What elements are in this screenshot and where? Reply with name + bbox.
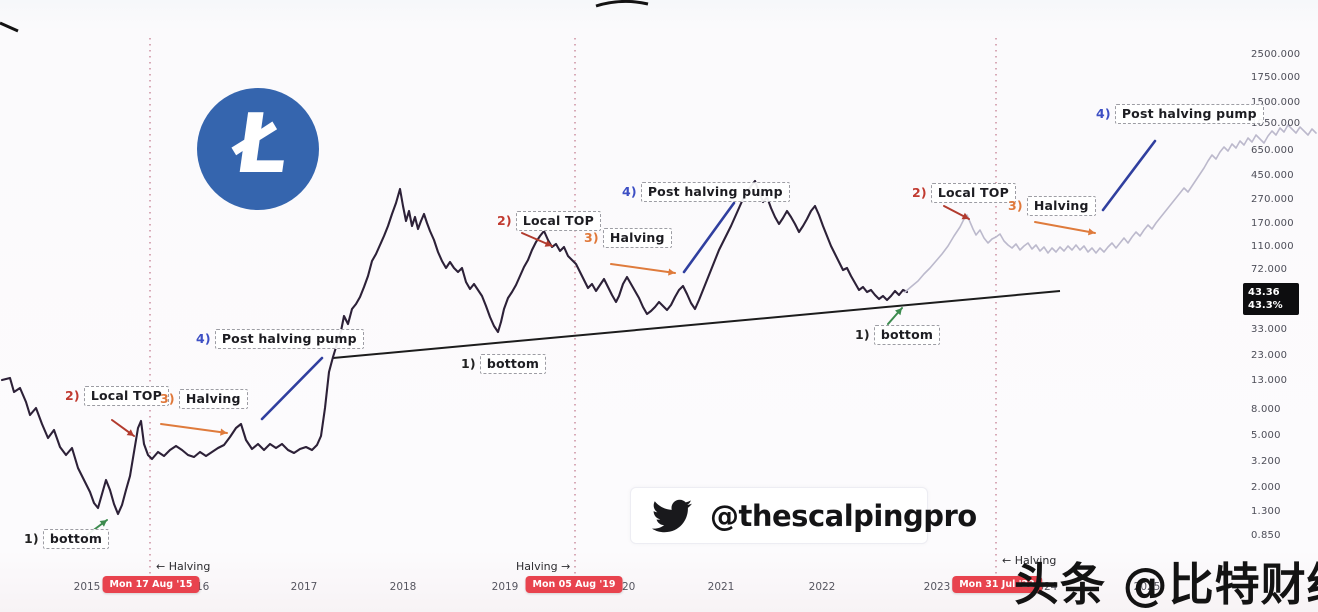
- higher-lows-trendline: [332, 290, 1061, 359]
- cycle3-halving-arrow-head: [1087, 228, 1095, 236]
- ltc-price-projection: [904, 124, 1317, 293]
- cycle3-local-top-arrow-head: [961, 212, 969, 220]
- cycle1-bottom-arrow-head: [99, 520, 107, 527]
- litecoin-glyph: Ł: [228, 97, 295, 192]
- twitter-bird-icon: [652, 499, 692, 532]
- cycle2-halving-arrow-head: [668, 268, 675, 276]
- twitter-handle: @thescalpingpro: [710, 498, 977, 533]
- cropped-stray-mark: [0, 21, 19, 33]
- cycle1-local-top-arrow-head: [126, 429, 134, 436]
- cycle2-pump-arrow: [682, 201, 736, 274]
- last-price-change: 43.3%: [1248, 300, 1283, 311]
- cycle3-pump-arrow: [1101, 139, 1157, 212]
- cycle3-bottom-arrow-head: [895, 308, 902, 316]
- cycle2-local-top-arrow-head: [544, 240, 552, 247]
- cropped-stray-mark: [595, 0, 649, 8]
- cycle1-halving-arrow: [160, 423, 228, 434]
- toutiao-watermark: 头条 @比特财经网: [1014, 558, 1318, 611]
- litecoin-logo: Ł: [197, 88, 319, 210]
- cycle2-halving-arrow: [610, 263, 676, 274]
- last-price-tag: 43.36 43.3%: [1243, 283, 1299, 315]
- twitter-credit-badge: @thescalpingpro: [630, 487, 977, 544]
- cycle1-pump-arrow: [260, 356, 324, 421]
- cycle3-halving-arrow: [1034, 221, 1096, 234]
- last-price-value: 43.36: [1248, 287, 1280, 298]
- cycle1-halving-arrow-head: [220, 428, 227, 436]
